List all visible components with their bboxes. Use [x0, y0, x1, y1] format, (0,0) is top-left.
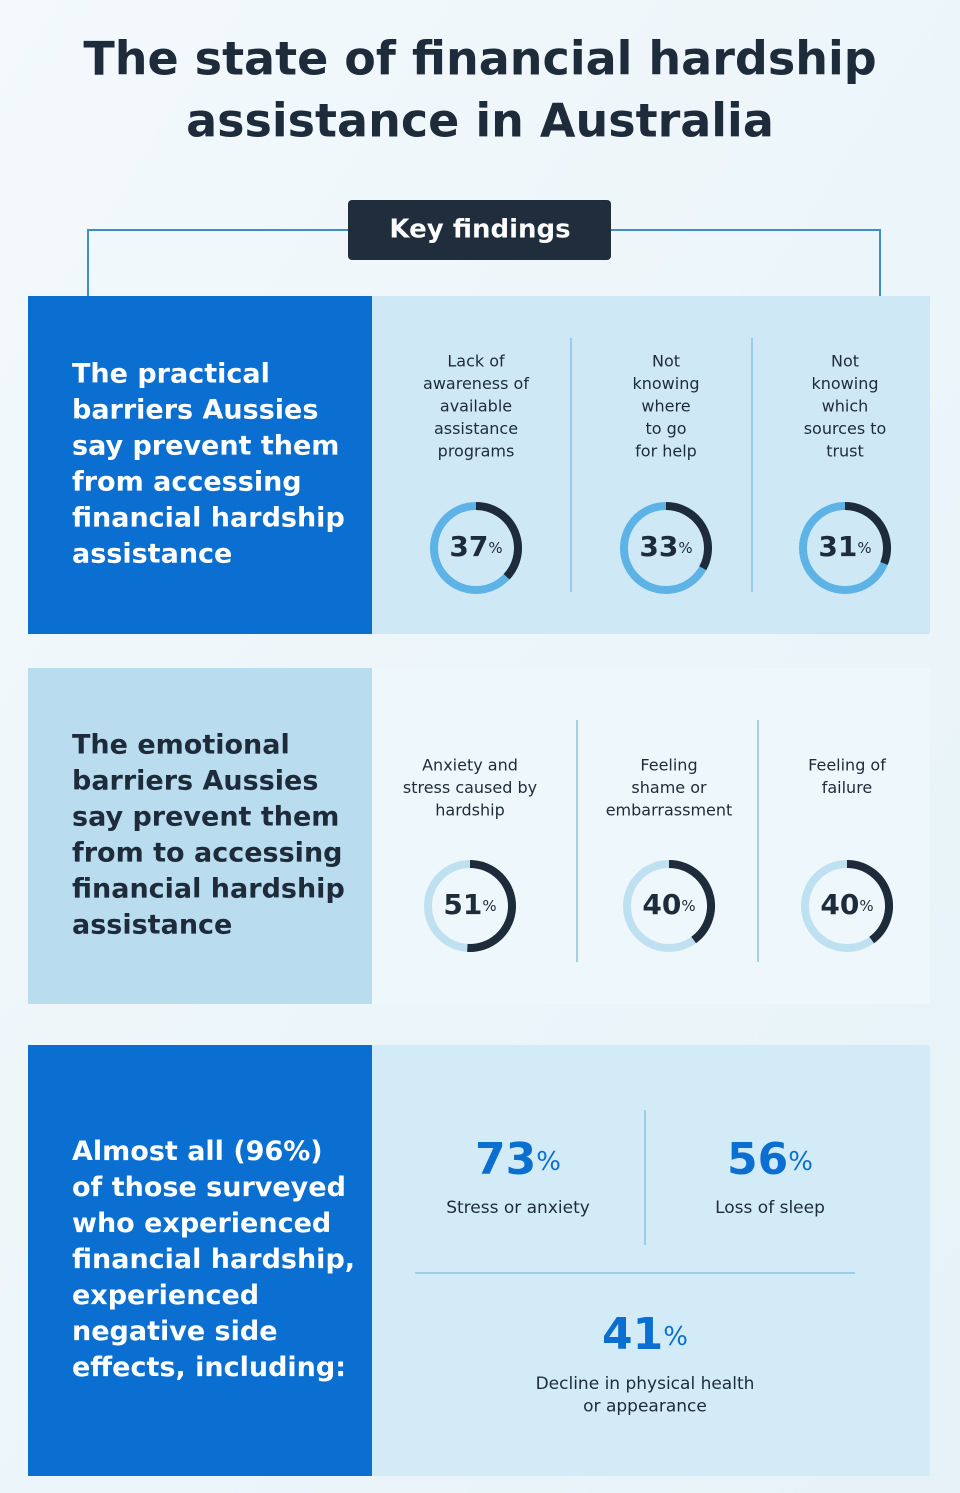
section-heading: barriers Aussies: [72, 766, 318, 797]
item-label: programs: [438, 442, 515, 461]
section-heading: financial hardship: [72, 503, 345, 534]
title: assistance in Australia: [186, 94, 774, 148]
unit: %: [681, 897, 695, 915]
section-heading: The practical: [72, 359, 270, 390]
section-heading: effects, including:: [72, 1352, 346, 1383]
item-label: embarrassment: [606, 801, 733, 820]
ring-arc: [475, 502, 522, 580]
section-heading: financial hardship,: [72, 1244, 355, 1275]
item-label: which: [822, 397, 869, 416]
heading-panel: [28, 668, 372, 1004]
stat: 41%: [602, 1309, 688, 1360]
unit: %: [857, 539, 871, 557]
ring-arc: [846, 860, 893, 944]
item-label: failure: [822, 778, 873, 797]
section-heading: say prevent them: [72, 802, 339, 833]
section-heading: say prevent them: [72, 431, 339, 462]
section-heading: from accessing: [72, 467, 302, 498]
value: 37: [449, 530, 488, 563]
item-label: hardship: [435, 801, 504, 820]
section-heading: of those surveyed: [72, 1172, 346, 1203]
item-label: stress caused by: [403, 778, 537, 797]
section-heading: Almost all (96%): [72, 1136, 323, 1167]
unit: %: [678, 539, 692, 557]
heading-panel: [28, 1045, 372, 1476]
value: 73: [475, 1134, 536, 1185]
section-heading: negative side: [72, 1316, 278, 1347]
stat-label: Stress or anxiety: [446, 1198, 590, 1218]
ring-value: 33%: [639, 530, 692, 563]
item-label: Feeling of: [808, 756, 886, 775]
section-heading: assistance: [72, 539, 232, 570]
title: The state of financial hardship: [83, 32, 876, 86]
value: 41: [602, 1309, 663, 1360]
section-heading: experienced: [72, 1280, 259, 1311]
section-heading: assistance: [72, 910, 232, 941]
item-label: assistance: [434, 419, 518, 438]
stat: 56%: [727, 1134, 813, 1185]
stat-label: Decline in physical health: [536, 1374, 755, 1394]
stat-label: Loss of sleep: [715, 1198, 825, 1218]
ring-arc: [844, 502, 891, 565]
item-label: available: [440, 397, 512, 416]
ring-arc: [467, 860, 516, 952]
section-heading: financial hardship: [72, 874, 345, 905]
item-label: to go: [645, 419, 686, 438]
item-label: Feeling: [640, 756, 697, 775]
value: 33: [639, 530, 678, 563]
unit: %: [859, 897, 873, 915]
ring-value: 37%: [449, 530, 502, 563]
unit: %: [488, 539, 502, 557]
ring-arc: [668, 860, 715, 944]
item-label: for help: [635, 442, 697, 461]
stat-label: or appearance: [583, 1397, 707, 1417]
item-label: where: [641, 397, 690, 416]
value: 40: [642, 888, 681, 921]
unit: %: [788, 1147, 813, 1177]
unit: %: [663, 1322, 688, 1352]
section-heading: barriers Aussies: [72, 395, 318, 426]
ring-value: 40%: [820, 888, 873, 921]
item-label: Not: [652, 352, 680, 371]
unit: %: [482, 897, 496, 915]
key-findings: Key findings: [389, 215, 570, 245]
ring-value: 31%: [818, 530, 871, 563]
section-heading: who experienced: [72, 1208, 331, 1239]
heading-panel: [28, 296, 372, 634]
section-panel: [372, 296, 930, 634]
value: 51: [443, 888, 482, 921]
value: 56: [727, 1134, 788, 1185]
section-panel: [372, 1045, 930, 1476]
item-label: Lack of: [447, 352, 505, 371]
ring-arc: [665, 502, 712, 571]
ring-value: 51%: [443, 888, 496, 921]
item-label: knowing: [811, 374, 878, 393]
item-label: sources to: [804, 419, 887, 438]
item-label: knowing: [632, 374, 699, 393]
value: 40: [820, 888, 859, 921]
unit: %: [536, 1147, 561, 1177]
value: 31: [818, 530, 857, 563]
section-heading: The emotional: [72, 730, 290, 761]
item-label: Anxiety and: [422, 756, 518, 775]
item-label: shame or: [631, 778, 707, 797]
section-panel: [372, 668, 930, 1004]
section-heading: from to accessing: [72, 838, 343, 869]
item-label: trust: [826, 442, 864, 461]
item-label: Not: [831, 352, 859, 371]
stat: 73%: [475, 1134, 561, 1185]
key-findings-box: [348, 200, 611, 260]
item-label: awareness of: [423, 374, 529, 393]
connector: [87, 229, 881, 296]
ring-value: 40%: [642, 888, 695, 921]
